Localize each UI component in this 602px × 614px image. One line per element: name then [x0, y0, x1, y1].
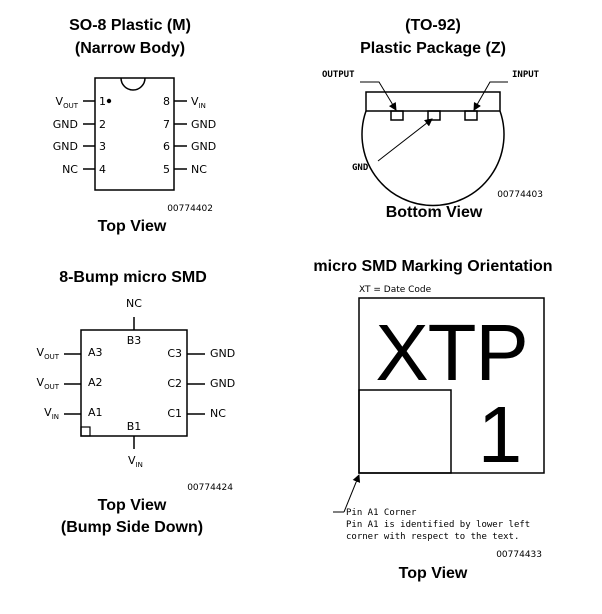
to92-drawing-code: 00774403 — [497, 190, 543, 200]
microsmd-right-pin-bump: C3 — [167, 347, 182, 360]
so8-left-pin-label: VOUT — [56, 95, 79, 110]
so8-left-pin-number: 4 — [99, 163, 106, 176]
so8-left-pin-label: NC — [62, 163, 78, 176]
microsmd-right-pin-c2: C2 GND — [167, 377, 235, 390]
so8-notch — [120, 77, 146, 91]
microsmd-section: 8-Bump micro SMD NC B3 B1 VIN VOUT A3 VO… — [37, 269, 236, 536]
microsmd-left-pin-bump: A1 — [88, 406, 103, 419]
microsmd-right-pin-c3: C3 GND — [167, 347, 235, 360]
so8-right-pin-label: VIN — [191, 95, 206, 110]
microsmd-view-label-line1: Top View — [98, 497, 167, 514]
so8-right-pin-number: 5 — [163, 163, 170, 176]
so8-right-pin-label: GND — [191, 118, 216, 131]
to92-input-arrow — [473, 81, 508, 111]
marking-note-line2: Pin A1 is identified by lower left — [346, 520, 530, 530]
so8-left-pin-4: NC 4 — [62, 163, 106, 176]
microsmd-left-pin-bump: A2 — [88, 376, 103, 389]
so8-right-pin-8: 8 VIN — [163, 95, 206, 110]
to92-lead-input — [464, 110, 478, 121]
so8-section: SO-8 Plastic (M) (Narrow Body) VOUT 1 GN… — [53, 17, 216, 235]
microsmd-right-pin-label: NC — [210, 407, 226, 420]
so8-view-label: Top View — [98, 218, 167, 235]
to92-view-label: Bottom View — [386, 204, 483, 221]
microsmd-left-pin-a3: VOUT A3 — [37, 346, 103, 361]
microsmd-right-pin-label: GND — [210, 377, 235, 390]
microsmd-right-pin-label: GND — [210, 347, 235, 360]
marking-view-label: Top View — [399, 565, 468, 582]
marking-letter-p: P — [475, 308, 528, 397]
microsmd-left-pin-label: VOUT — [37, 346, 60, 361]
microsmd-right-pin-c1: C1 NC — [167, 407, 226, 420]
so8-left-pin-3: GND 3 — [53, 140, 106, 153]
so8-left-pin-1: VOUT 1 — [56, 95, 106, 110]
microsmd-bottom-bump: B1 — [127, 420, 142, 433]
to92-output-arrow — [360, 81, 397, 111]
to92-input-label: INPUT — [512, 70, 540, 80]
so8-right-pin-label: NC — [191, 163, 207, 176]
microsmd-left-pin-a2: VOUT A2 — [37, 376, 103, 391]
microsmd-pin1-corner — [80, 426, 91, 437]
microsmd-right-pin-bump: C1 — [167, 407, 182, 420]
marking-letter-t: T — [428, 308, 477, 397]
marking-letter-x: X — [375, 308, 428, 397]
marking-drawing-code: 00774433 — [496, 550, 542, 560]
microsmd-title: 8-Bump micro SMD — [59, 269, 207, 286]
microsmd-bottom-label: VIN — [128, 454, 143, 469]
to92-gnd-label: GND — [352, 163, 369, 173]
microsmd-right-pin-bump: C2 — [167, 377, 182, 390]
marking-pin1-arrow — [343, 474, 361, 513]
so8-left-pin-2: GND 2 — [53, 118, 106, 131]
so8-pin1-dot — [106, 98, 112, 104]
so8-left-pin-number: 2 — [99, 118, 106, 131]
so8-title-line1: SO-8 Plastic (M) — [69, 17, 191, 34]
to92-section: (TO-92) Plastic Package (Z) OUTPUT INPUT… — [322, 17, 543, 221]
microsmd-top-label: NC — [126, 297, 142, 310]
to92-title-line1: (TO-92) — [405, 17, 461, 34]
to92-output-label: OUTPUT — [322, 70, 355, 80]
marking-pin1-quadrant — [358, 389, 452, 474]
to92-title-line2: Plastic Package (Z) — [360, 40, 506, 57]
so8-right-pin-label: GND — [191, 140, 216, 153]
so8-left-pin-label: GND — [53, 140, 78, 153]
microsmd-left-pin-label: VIN — [44, 406, 59, 421]
marking-title: micro SMD Marking Orientation — [313, 258, 552, 275]
microsmd-view-label-line2: (Bump Side Down) — [61, 519, 203, 536]
so8-right-pin-5: 5 NC — [163, 163, 207, 176]
to92-lead-gnd — [427, 110, 441, 121]
so8-body — [94, 77, 175, 191]
marking-section: micro SMD Marking Orientation XT = Date … — [313, 258, 552, 582]
microsmd-left-pin-label: VOUT — [37, 376, 60, 391]
to92-body — [361, 91, 505, 207]
marking-digit: 1 — [478, 390, 523, 479]
so8-drawing-code: 00774402 — [167, 204, 213, 214]
microsmd-top-bump: B3 — [127, 334, 142, 347]
so8-right-pin-6: 6 GND — [163, 140, 216, 153]
microsmd-drawing-code: 00774424 — [187, 483, 233, 493]
to92-gnd-arrow — [377, 118, 433, 162]
microsmd-left-pin-bump: A3 — [88, 346, 103, 359]
so8-title-line2: (Narrow Body) — [75, 40, 185, 57]
so8-left-pin-label: GND — [53, 118, 78, 131]
so8-right-pin-number: 8 — [163, 95, 170, 108]
microsmd-left-pin-a1: VIN A1 — [44, 406, 102, 421]
marking-note-line3: corner with respect to the text. — [346, 532, 519, 542]
so8-left-pin-number: 3 — [99, 140, 106, 153]
so8-left-pin-number: 1 — [99, 95, 106, 108]
to92-lead-output — [390, 110, 404, 121]
so8-right-pin-7: 7 GND — [163, 118, 216, 131]
so8-right-pin-number: 6 — [163, 140, 170, 153]
so8-right-pin-number: 7 — [163, 118, 170, 131]
marking-date-code-note: XT = Date Code — [359, 285, 432, 295]
marking-note-line1: Pin A1 Corner — [346, 508, 417, 518]
